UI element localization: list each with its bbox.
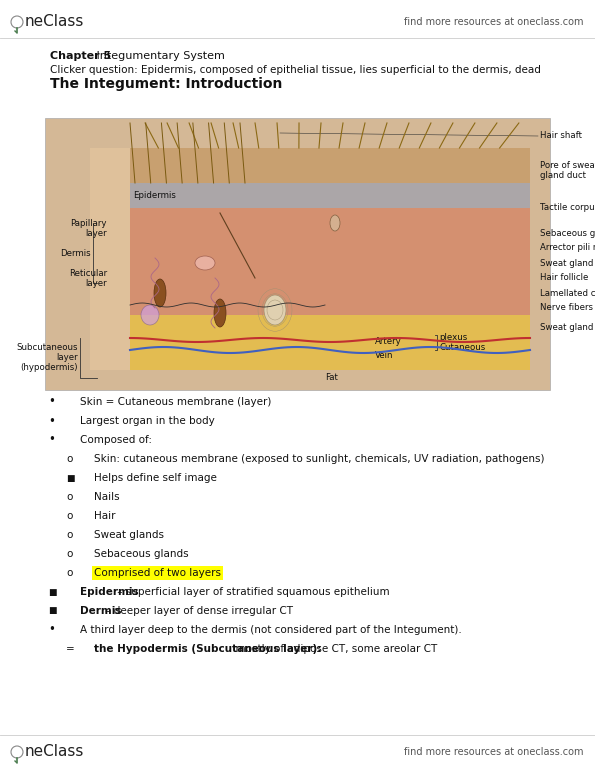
Text: Hair: Hair bbox=[94, 511, 115, 521]
Text: – deeper layer of dense irregular CT: – deeper layer of dense irregular CT bbox=[102, 606, 293, 616]
Text: ■: ■ bbox=[48, 607, 57, 615]
Text: Arrector pili muscle: Arrector pili muscle bbox=[540, 243, 595, 253]
Text: o: o bbox=[67, 511, 73, 521]
Text: Clicker question: Epidermis, composed of epithelial tissue, lies superficial to : Clicker question: Epidermis, composed of… bbox=[50, 65, 541, 75]
Text: o: o bbox=[67, 454, 73, 464]
Text: Largest organ in the body: Largest organ in the body bbox=[80, 416, 215, 426]
Text: •: • bbox=[49, 396, 55, 409]
Text: Nerve fibers: Nerve fibers bbox=[540, 303, 593, 313]
Ellipse shape bbox=[154, 279, 166, 307]
Text: plexus: plexus bbox=[439, 333, 467, 342]
Text: Lamellated corpuscle: Lamellated corpuscle bbox=[540, 289, 595, 297]
Bar bbox=[45, 118, 550, 390]
Text: Sebaceous glands: Sebaceous glands bbox=[94, 549, 189, 559]
Text: o: o bbox=[67, 530, 73, 540]
Text: o: o bbox=[67, 549, 73, 559]
Text: the Hypodermis (Subcutaneous layer):: the Hypodermis (Subcutaneous layer): bbox=[94, 644, 321, 654]
Text: Reticular: Reticular bbox=[69, 269, 107, 277]
Text: ■: ■ bbox=[66, 474, 74, 483]
Circle shape bbox=[11, 746, 23, 758]
Text: layer: layer bbox=[85, 279, 107, 287]
Text: ■: ■ bbox=[48, 588, 57, 597]
Text: Papillary: Papillary bbox=[70, 219, 107, 227]
Bar bbox=[130, 315, 530, 370]
Text: A third layer deep to the dermis (not considered part of the Integument).: A third layer deep to the dermis (not co… bbox=[80, 625, 462, 635]
Text: find more resources at oneclass.com: find more resources at oneclass.com bbox=[403, 747, 583, 757]
Text: Epidermis: Epidermis bbox=[80, 587, 139, 597]
Text: o: o bbox=[67, 492, 73, 502]
Ellipse shape bbox=[330, 215, 340, 231]
Text: Chapter 5: Chapter 5 bbox=[50, 51, 111, 61]
Text: Subcutaneous: Subcutaneous bbox=[17, 343, 78, 353]
Text: Artery: Artery bbox=[375, 337, 402, 346]
Text: Nails: Nails bbox=[94, 492, 120, 502]
Polygon shape bbox=[90, 148, 130, 370]
Ellipse shape bbox=[195, 256, 215, 270]
Text: gland duct: gland duct bbox=[540, 172, 586, 180]
Text: Sweat gland duct: Sweat gland duct bbox=[540, 259, 595, 267]
Text: Tactile corpuscle: Tactile corpuscle bbox=[540, 203, 595, 213]
Text: (hypodermis): (hypodermis) bbox=[20, 363, 78, 373]
Text: Epidermis: Epidermis bbox=[133, 192, 176, 200]
Bar bbox=[130, 158, 530, 370]
Text: Fat: Fat bbox=[325, 373, 338, 383]
Text: •: • bbox=[49, 434, 55, 447]
Text: – superficial layer of stratified squamous epithelium: – superficial layer of stratified squamo… bbox=[114, 587, 389, 597]
Text: Sebaceous gland: Sebaceous gland bbox=[540, 229, 595, 237]
Text: Integumentary System: Integumentary System bbox=[93, 51, 225, 61]
Text: Hair shaft: Hair shaft bbox=[540, 132, 582, 140]
Text: Composed of:: Composed of: bbox=[80, 435, 152, 445]
Text: The Integument: Introduction: The Integument: Introduction bbox=[50, 77, 283, 91]
Text: layer: layer bbox=[85, 229, 107, 237]
Text: Hair follicle: Hair follicle bbox=[540, 273, 588, 283]
Text: •: • bbox=[49, 414, 55, 427]
Text: =: = bbox=[65, 644, 74, 654]
Bar bbox=[130, 183, 530, 208]
Text: Sweat glands: Sweat glands bbox=[94, 530, 164, 540]
Text: Comprised of two layers: Comprised of two layers bbox=[94, 568, 221, 578]
Text: find more resources at oneclass.com: find more resources at oneclass.com bbox=[403, 17, 583, 27]
Polygon shape bbox=[130, 148, 530, 183]
Text: Dermis: Dermis bbox=[80, 606, 121, 616]
Text: neClass: neClass bbox=[25, 15, 84, 29]
Text: Cutaneous: Cutaneous bbox=[439, 343, 486, 351]
Text: Vein: Vein bbox=[375, 350, 393, 360]
Text: Skin: cutaneous membrane (exposed to sunlight, chemicals, UV radiation, pathogen: Skin: cutaneous membrane (exposed to sun… bbox=[94, 454, 544, 464]
Text: Sweat gland: Sweat gland bbox=[540, 323, 593, 333]
Text: Helps define self image: Helps define self image bbox=[94, 473, 217, 483]
Ellipse shape bbox=[141, 305, 159, 325]
Circle shape bbox=[11, 16, 23, 28]
Text: neClass: neClass bbox=[25, 745, 84, 759]
Text: Pore of sweat: Pore of sweat bbox=[540, 162, 595, 170]
Text: layer: layer bbox=[57, 353, 78, 363]
Text: Dermis: Dermis bbox=[60, 249, 91, 257]
Text: mostly of adipose CT, some areolar CT: mostly of adipose CT, some areolar CT bbox=[229, 644, 437, 654]
Ellipse shape bbox=[264, 295, 286, 325]
Text: Skin = Cutaneous membrane (layer): Skin = Cutaneous membrane (layer) bbox=[80, 397, 271, 407]
Text: o: o bbox=[67, 568, 73, 578]
Text: •: • bbox=[49, 624, 55, 637]
Ellipse shape bbox=[214, 299, 226, 327]
